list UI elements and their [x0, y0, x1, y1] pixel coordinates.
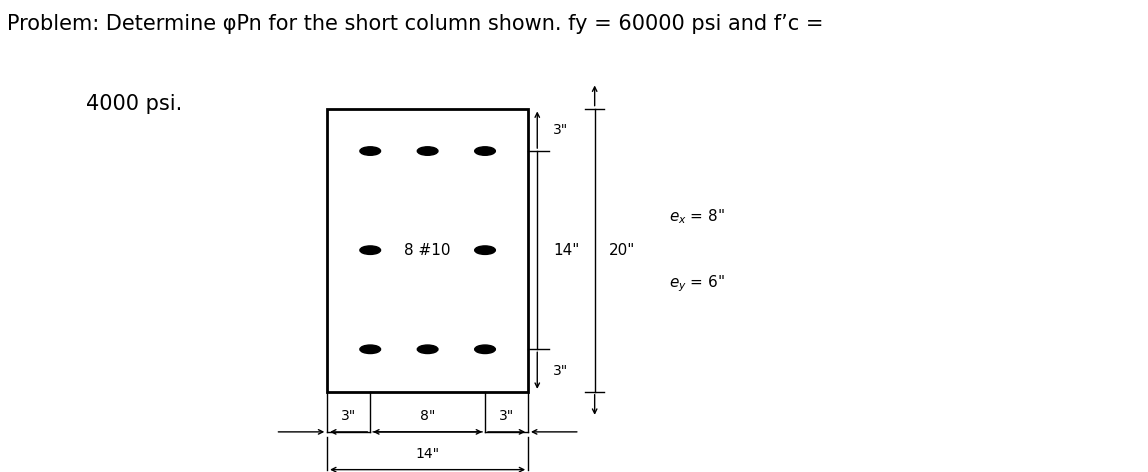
Circle shape [359, 147, 380, 155]
Text: $e_x$ = 8": $e_x$ = 8" [669, 208, 726, 227]
Text: 8": 8" [420, 409, 435, 423]
Text: 3": 3" [499, 409, 514, 423]
Circle shape [474, 246, 496, 254]
Text: 3": 3" [341, 409, 356, 423]
Bar [327, 109, 528, 392]
Circle shape [417, 345, 439, 354]
Circle shape [359, 345, 380, 354]
Text: 20": 20" [608, 243, 635, 258]
Text: 3": 3" [553, 363, 568, 378]
Text: Problem: Determine φPn for the short column shown. fy = 60000 psi and f’c =: Problem: Determine φPn for the short col… [7, 14, 823, 34]
Text: 14": 14" [416, 447, 440, 461]
Circle shape [359, 246, 380, 254]
Circle shape [474, 345, 496, 354]
Text: 8 #10: 8 #10 [404, 243, 451, 258]
Text: $e_y$ = 6": $e_y$ = 6" [669, 273, 726, 294]
Text: 4000 psi.: 4000 psi. [86, 94, 183, 114]
Circle shape [474, 147, 496, 155]
Text: 14": 14" [553, 243, 580, 258]
Circle shape [417, 147, 439, 155]
Text: 3": 3" [553, 123, 568, 137]
